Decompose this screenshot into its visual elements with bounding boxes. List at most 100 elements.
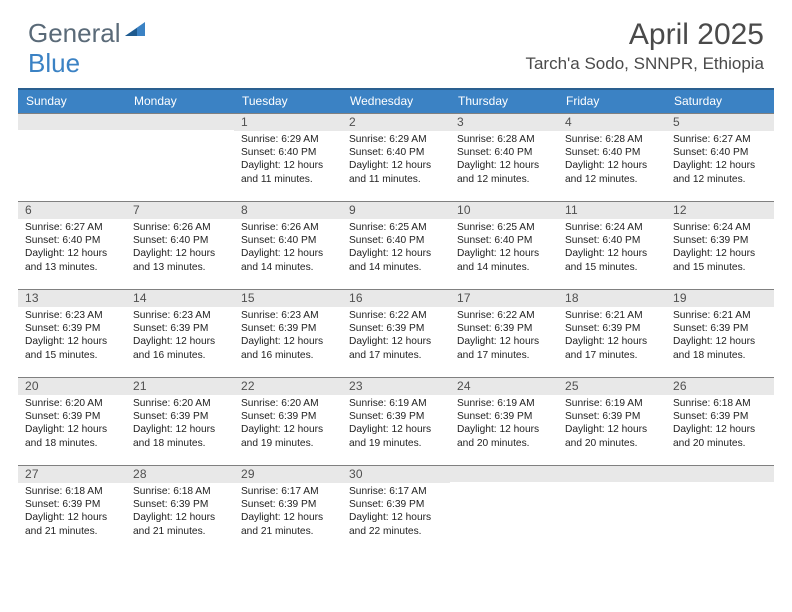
day-body: Sunrise: 6:20 AMSunset: 6:39 PMDaylight:… xyxy=(234,395,342,455)
day-cell: 21Sunrise: 6:20 AMSunset: 6:39 PMDayligh… xyxy=(126,377,234,465)
sunrise-text: Sunrise: 6:18 AM xyxy=(25,485,119,498)
sunset-text: Sunset: 6:40 PM xyxy=(133,234,227,247)
sunrise-text: Sunrise: 6:18 AM xyxy=(133,485,227,498)
sunset-text: Sunset: 6:40 PM xyxy=(457,234,551,247)
location-text: Tarch'a Sodo, SNNPR, Ethiopia xyxy=(525,54,764,74)
day-body: Sunrise: 6:19 AMSunset: 6:39 PMDaylight:… xyxy=(450,395,558,455)
sunset-text: Sunset: 6:39 PM xyxy=(565,410,659,423)
day-number: 11 xyxy=(558,202,666,219)
empty-day-cell xyxy=(126,113,234,201)
sunrise-text: Sunrise: 6:21 AM xyxy=(673,309,767,322)
logo-text-blue: Blue xyxy=(28,48,80,79)
day-body: Sunrise: 6:26 AMSunset: 6:40 PMDaylight:… xyxy=(234,219,342,279)
day-cell: 1Sunrise: 6:29 AMSunset: 6:40 PMDaylight… xyxy=(234,113,342,201)
sunset-text: Sunset: 6:40 PM xyxy=(349,234,443,247)
day-cell: 12Sunrise: 6:24 AMSunset: 6:39 PMDayligh… xyxy=(666,201,774,289)
empty-day-cell xyxy=(18,113,126,201)
day-body: Sunrise: 6:29 AMSunset: 6:40 PMDaylight:… xyxy=(234,131,342,191)
day-body: Sunrise: 6:24 AMSunset: 6:40 PMDaylight:… xyxy=(558,219,666,279)
day-cell: 7 Sunrise: 6:26 AMSunset: 6:40 PMDaylight… xyxy=(126,201,234,289)
weekday-header: Monday xyxy=(126,90,234,113)
day-number: 8 xyxy=(234,202,342,219)
day-cell: 17Sunrise: 6:22 AMSunset: 6:39 PMDayligh… xyxy=(450,289,558,377)
daylight-text: Daylight: 12 hours and 11 minutes. xyxy=(241,159,335,185)
day-cell: 9Sunrise: 6:25 AMSunset: 6:40 PMDaylight… xyxy=(342,201,450,289)
sunset-text: Sunset: 6:39 PM xyxy=(457,410,551,423)
daylight-text: Daylight: 12 hours and 15 minutes. xyxy=(673,247,767,273)
day-cell: 13Sunrise: 6:23 AMSunset: 6:39 PMDayligh… xyxy=(18,289,126,377)
daylight-text: Daylight: 12 hours and 21 minutes. xyxy=(133,511,227,537)
sunrise-text: Sunrise: 6:25 AM xyxy=(457,221,551,234)
day-cell: 24Sunrise: 6:19 AMSunset: 6:39 PMDayligh… xyxy=(450,377,558,465)
sunset-text: Sunset: 6:40 PM xyxy=(349,146,443,159)
day-number: 25 xyxy=(558,378,666,395)
day-number-bar xyxy=(666,466,774,482)
day-cell: 20Sunrise: 6:20 AMSunset: 6:39 PMDayligh… xyxy=(18,377,126,465)
day-body: Sunrise: 6:19 AMSunset: 6:39 PMDaylight:… xyxy=(558,395,666,455)
sunset-text: Sunset: 6:40 PM xyxy=(673,146,767,159)
sunrise-text: Sunrise: 6:17 AM xyxy=(241,485,335,498)
daylight-text: Daylight: 12 hours and 15 minutes. xyxy=(25,335,119,361)
day-cell: 6Sunrise: 6:27 AMSunset: 6:40 PMDaylight… xyxy=(18,201,126,289)
sunrise-text: Sunrise: 6:26 AM xyxy=(241,221,335,234)
day-body: Sunrise: 6:23 AMSunset: 6:39 PMDaylight:… xyxy=(234,307,342,367)
day-cell: 5Sunrise: 6:27 AMSunset: 6:40 PMDaylight… xyxy=(666,113,774,201)
sunset-text: Sunset: 6:39 PM xyxy=(349,498,443,511)
day-number: 14 xyxy=(126,290,234,307)
sunrise-text: Sunrise: 6:23 AM xyxy=(241,309,335,322)
day-number: 22 xyxy=(234,378,342,395)
day-body: Sunrise: 6:18 AMSunset: 6:39 PMDaylight:… xyxy=(666,395,774,455)
sunrise-text: Sunrise: 6:27 AM xyxy=(673,133,767,146)
month-title: April 2025 xyxy=(525,18,764,52)
daylight-text: Daylight: 12 hours and 12 minutes. xyxy=(673,159,767,185)
day-number: 3 xyxy=(450,114,558,131)
day-number: 13 xyxy=(18,290,126,307)
day-body: Sunrise: 6:18 AMSunset: 6:39 PMDaylight:… xyxy=(126,483,234,543)
sunrise-text: Sunrise: 6:28 AM xyxy=(565,133,659,146)
sunset-text: Sunset: 6:39 PM xyxy=(133,410,227,423)
day-cell: 30Sunrise: 6:17 AMSunset: 6:39 PMDayligh… xyxy=(342,465,450,553)
sunrise-text: Sunrise: 6:19 AM xyxy=(349,397,443,410)
sunrise-text: Sunrise: 6:26 AM xyxy=(133,221,227,234)
day-number-bar xyxy=(450,466,558,482)
day-body: Sunrise: 6:21 AMSunset: 6:39 PMDaylight:… xyxy=(558,307,666,367)
day-number: 10 xyxy=(450,202,558,219)
day-cell: 27Sunrise: 6:18 AMSunset: 6:39 PMDayligh… xyxy=(18,465,126,553)
day-number: 7 xyxy=(126,202,234,219)
day-number: 12 xyxy=(666,202,774,219)
sunset-text: Sunset: 6:39 PM xyxy=(25,498,119,511)
sunset-text: Sunset: 6:39 PM xyxy=(349,410,443,423)
sunset-text: Sunset: 6:39 PM xyxy=(565,322,659,335)
day-body: Sunrise: 6:28 AMSunset: 6:40 PMDaylight:… xyxy=(450,131,558,191)
sunset-text: Sunset: 6:39 PM xyxy=(673,234,767,247)
day-cell: 4Sunrise: 6:28 AMSunset: 6:40 PMDaylight… xyxy=(558,113,666,201)
daylight-text: Daylight: 12 hours and 16 minutes. xyxy=(241,335,335,361)
daylight-text: Daylight: 12 hours and 11 minutes. xyxy=(349,159,443,185)
weekday-header-row: SundayMondayTuesdayWednesdayThursdayFrid… xyxy=(18,88,774,113)
day-body: Sunrise: 6:19 AMSunset: 6:39 PMDaylight:… xyxy=(342,395,450,455)
day-cell: 14Sunrise: 6:23 AMSunset: 6:39 PMDayligh… xyxy=(126,289,234,377)
daylight-text: Daylight: 12 hours and 17 minutes. xyxy=(565,335,659,361)
daylight-text: Daylight: 12 hours and 19 minutes. xyxy=(241,423,335,449)
sunset-text: Sunset: 6:40 PM xyxy=(25,234,119,247)
day-number: 4 xyxy=(558,114,666,131)
sunset-text: Sunset: 6:40 PM xyxy=(241,146,335,159)
daylight-text: Daylight: 12 hours and 14 minutes. xyxy=(457,247,551,273)
sunrise-text: Sunrise: 6:21 AM xyxy=(565,309,659,322)
day-body: Sunrise: 6:17 AMSunset: 6:39 PMDaylight:… xyxy=(342,483,450,543)
daylight-text: Daylight: 12 hours and 17 minutes. xyxy=(457,335,551,361)
day-cell: 29Sunrise: 6:17 AMSunset: 6:39 PMDayligh… xyxy=(234,465,342,553)
daylight-text: Daylight: 12 hours and 13 minutes. xyxy=(133,247,227,273)
daylight-text: Daylight: 12 hours and 20 minutes. xyxy=(457,423,551,449)
sunset-text: Sunset: 6:39 PM xyxy=(241,498,335,511)
day-number: 19 xyxy=(666,290,774,307)
sunset-text: Sunset: 6:39 PM xyxy=(673,410,767,423)
days-grid: 1Sunrise: 6:29 AMSunset: 6:40 PMDaylight… xyxy=(18,113,774,553)
day-body: Sunrise: 6:27 AMSunset: 6:40 PMDaylight:… xyxy=(666,131,774,191)
sunrise-text: Sunrise: 6:19 AM xyxy=(457,397,551,410)
day-body: Sunrise: 6:24 AMSunset: 6:39 PMDaylight:… xyxy=(666,219,774,279)
sunrise-text: Sunrise: 6:20 AM xyxy=(25,397,119,410)
day-body: Sunrise: 6:20 AMSunset: 6:39 PMDaylight:… xyxy=(126,395,234,455)
day-body: Sunrise: 6:22 AMSunset: 6:39 PMDaylight:… xyxy=(342,307,450,367)
sunrise-text: Sunrise: 6:28 AM xyxy=(457,133,551,146)
